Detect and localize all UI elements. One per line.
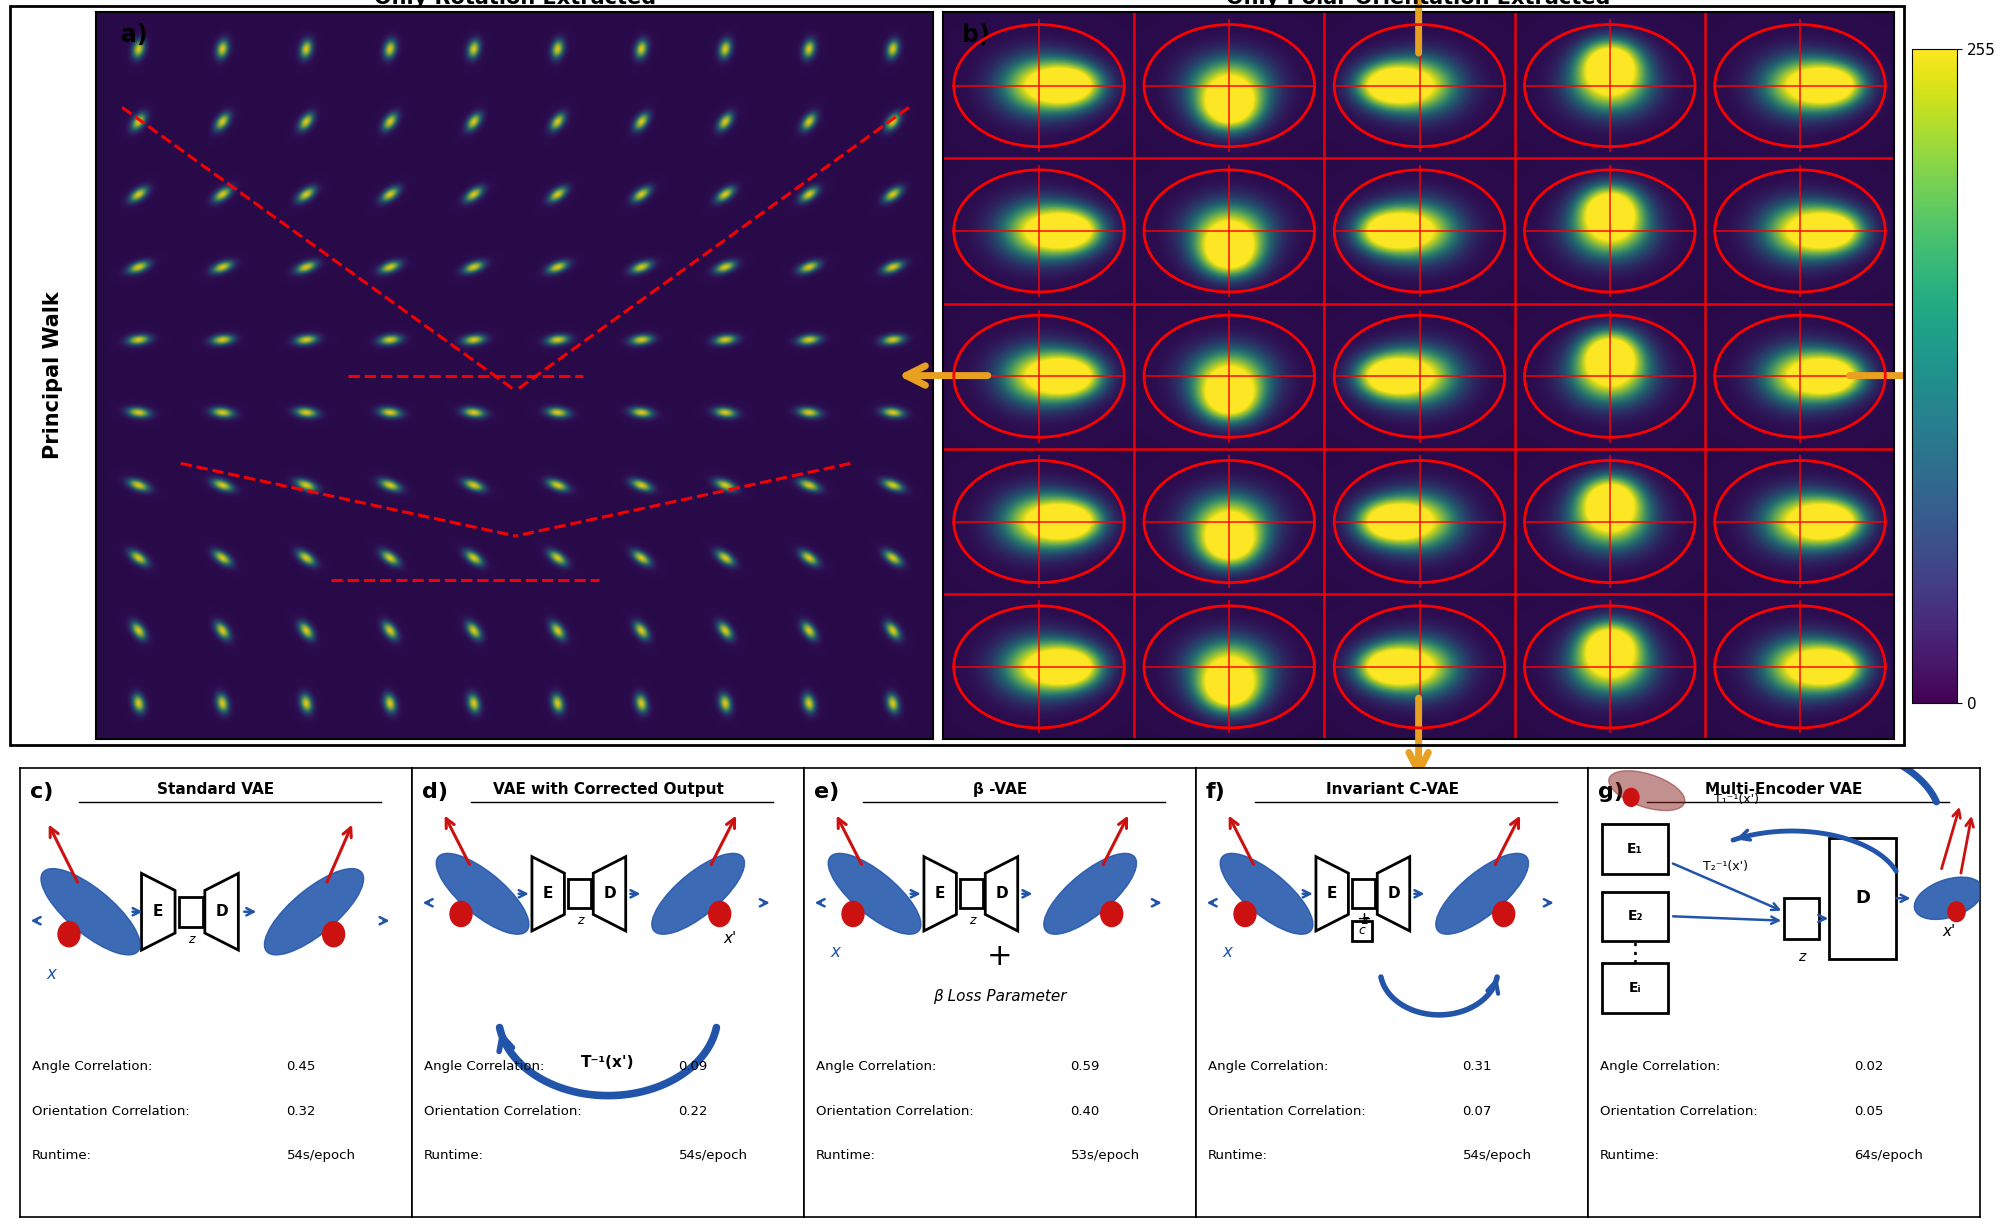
Text: E: E: [154, 905, 164, 919]
Text: b): b): [962, 23, 990, 47]
Text: Runtime:: Runtime:: [816, 1149, 876, 1163]
Text: z: z: [576, 914, 584, 928]
Ellipse shape: [828, 853, 920, 934]
Text: E₁: E₁: [1628, 842, 1642, 855]
Circle shape: [450, 901, 472, 927]
Text: 53s/epoch: 53s/epoch: [1070, 1149, 1140, 1163]
Circle shape: [708, 901, 730, 927]
Text: 0.05: 0.05: [1854, 1105, 1884, 1117]
Title: Only Rotation Extracted: Only Rotation Extracted: [374, 0, 656, 7]
Title: Only Polar Orientation Extracted: Only Polar Orientation Extracted: [1226, 0, 1610, 7]
Text: Runtime:: Runtime:: [1208, 1149, 1268, 1163]
Text: E₂: E₂: [1628, 909, 1642, 923]
Text: +: +: [988, 943, 1012, 971]
Text: Principal Walk: Principal Walk: [44, 291, 64, 460]
Circle shape: [1234, 901, 1256, 927]
Ellipse shape: [1914, 878, 1982, 919]
Ellipse shape: [1436, 853, 1528, 934]
Text: x': x': [722, 932, 736, 946]
Ellipse shape: [1220, 853, 1312, 934]
Circle shape: [58, 922, 80, 946]
Text: Orientation Correlation:: Orientation Correlation:: [32, 1105, 190, 1117]
Text: E: E: [934, 886, 946, 901]
Text: Orientation Correlation:: Orientation Correlation:: [424, 1105, 582, 1117]
Circle shape: [1492, 901, 1514, 927]
Text: D: D: [216, 905, 228, 919]
Text: Angle Correlation:: Angle Correlation:: [1600, 1059, 1720, 1073]
Text: 54s/epoch: 54s/epoch: [1462, 1149, 1532, 1163]
Text: 54s/epoch: 54s/epoch: [678, 1149, 748, 1163]
Text: Multi-Encoder VAE: Multi-Encoder VAE: [1706, 782, 1862, 796]
Text: Eᵢ: Eᵢ: [1628, 981, 1642, 995]
Text: Angle Correlation:: Angle Correlation:: [1208, 1059, 1328, 1073]
Text: z: z: [968, 914, 976, 928]
Text: 54s/epoch: 54s/epoch: [286, 1149, 356, 1163]
Text: e): e): [814, 782, 840, 801]
Text: β -VAE: β -VAE: [972, 782, 1028, 796]
Text: z: z: [188, 933, 194, 946]
Text: 0.59: 0.59: [1070, 1059, 1100, 1073]
Ellipse shape: [652, 853, 744, 934]
Text: ⋮: ⋮: [1622, 943, 1648, 966]
Text: 0.02: 0.02: [1854, 1059, 1884, 1073]
Text: c: c: [1358, 924, 1366, 938]
Text: Orientation Correlation:: Orientation Correlation:: [1600, 1105, 1758, 1117]
Text: E: E: [1326, 886, 1338, 901]
Text: g): g): [1598, 782, 1624, 801]
Text: 0.09: 0.09: [678, 1059, 708, 1073]
Ellipse shape: [1044, 853, 1136, 934]
Text: T₁⁻¹(x'): T₁⁻¹(x'): [1714, 793, 1760, 806]
Text: Angle Correlation:: Angle Correlation:: [816, 1059, 936, 1073]
Circle shape: [842, 901, 864, 927]
Text: 0.22: 0.22: [678, 1105, 708, 1117]
Text: β Loss Parameter: β Loss Parameter: [934, 989, 1066, 1004]
Text: 0.45: 0.45: [286, 1059, 316, 1073]
Ellipse shape: [264, 869, 364, 955]
Circle shape: [322, 922, 344, 946]
Text: VAE with Corrected Output: VAE with Corrected Output: [492, 782, 724, 796]
Text: Standard VAE: Standard VAE: [158, 782, 274, 796]
Text: Orientation Correlation:: Orientation Correlation:: [1208, 1105, 1366, 1117]
Ellipse shape: [40, 869, 140, 955]
Ellipse shape: [1608, 771, 1684, 811]
Text: E: E: [542, 886, 554, 901]
Text: Invariant C-VAE: Invariant C-VAE: [1326, 782, 1458, 796]
Text: D: D: [996, 886, 1008, 901]
Text: 0.32: 0.32: [286, 1105, 316, 1117]
Text: d): d): [422, 782, 448, 801]
Text: x: x: [1222, 943, 1232, 961]
Text: Runtime:: Runtime:: [32, 1149, 92, 1163]
Text: +: +: [1356, 911, 1372, 928]
Text: 0.07: 0.07: [1462, 1105, 1492, 1117]
Circle shape: [1624, 788, 1638, 806]
Text: c): c): [30, 782, 54, 801]
Text: x': x': [1942, 924, 1956, 939]
Text: z: z: [1360, 914, 1368, 928]
Text: Angle Correlation:: Angle Correlation:: [32, 1059, 152, 1073]
Text: a): a): [122, 23, 148, 47]
Text: x: x: [46, 965, 56, 983]
Circle shape: [1948, 902, 1966, 922]
Text: T₂⁻¹(x'): T₂⁻¹(x'): [1702, 860, 1748, 874]
Text: D: D: [604, 886, 616, 901]
Text: 0.40: 0.40: [1070, 1105, 1100, 1117]
Text: 0.31: 0.31: [1462, 1059, 1492, 1073]
Text: z: z: [1798, 950, 1806, 964]
Text: f): f): [1206, 782, 1226, 801]
Text: D: D: [1854, 890, 1870, 907]
Text: 64s/epoch: 64s/epoch: [1854, 1149, 1924, 1163]
Text: D: D: [1388, 886, 1400, 901]
Text: Runtime:: Runtime:: [1600, 1149, 1660, 1163]
Text: Orientation Correlation:: Orientation Correlation:: [816, 1105, 974, 1117]
Text: T⁻¹(x'): T⁻¹(x'): [582, 1056, 634, 1070]
Ellipse shape: [436, 853, 528, 934]
Text: Angle Correlation:: Angle Correlation:: [424, 1059, 544, 1073]
Text: x: x: [830, 943, 840, 961]
Text: Runtime:: Runtime:: [424, 1149, 484, 1163]
Circle shape: [1100, 901, 1122, 927]
